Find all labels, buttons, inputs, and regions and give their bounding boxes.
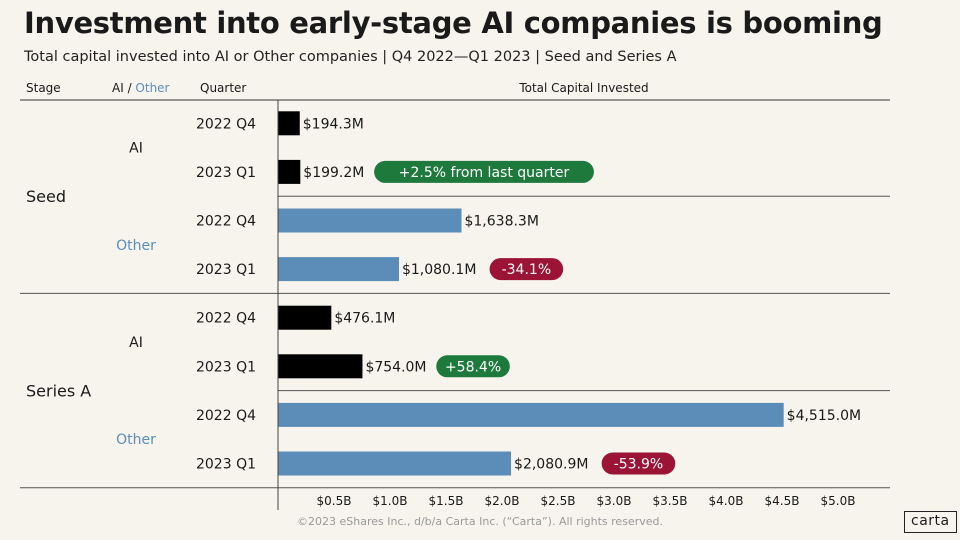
x-tick-label: $3.0B: [597, 494, 632, 508]
x-tick-label: $0.5B: [317, 494, 352, 508]
quarter-label: 2023 Q1: [196, 359, 256, 375]
header-ai-label: AI /: [112, 81, 135, 95]
x-tick-label: $1.0B: [373, 494, 408, 508]
x-tick-label: $3.5B: [653, 494, 688, 508]
header-total-capital: Total Capital Invested: [518, 81, 648, 95]
header-ai-other: AI / Other: [112, 81, 170, 95]
data-label: $1,080.1M: [402, 262, 476, 278]
x-tick-label: $5.0B: [821, 494, 856, 508]
change-label: -53.9%: [614, 457, 664, 473]
data-label: $2,080.9M: [514, 457, 588, 473]
quarter-label: 2023 Q1: [196, 165, 256, 181]
group-label: Other: [116, 432, 156, 448]
x-tick-label: $2.5B: [541, 494, 576, 508]
change-label: +2.5% from last quarter: [399, 165, 570, 181]
bar: [278, 208, 462, 233]
chart-title: Investment into early-stage AI companies…: [24, 6, 883, 40]
copyright-footer: ©2023 eShares Inc., d/b/a Carta Inc. (“C…: [297, 515, 663, 528]
quarter-label: 2022 Q4: [196, 116, 256, 132]
header-other-label: Other: [135, 81, 169, 95]
x-tick-label: $1.5B: [429, 494, 464, 508]
x-tick-label: $2.0B: [485, 494, 520, 508]
bar: [278, 159, 301, 184]
x-tick-label: $4.0B: [709, 494, 744, 508]
stage-label: Seed: [26, 187, 66, 206]
change-label: +58.4%: [445, 359, 501, 375]
change-pill: [436, 355, 510, 378]
quarter-label: 2022 Q4: [196, 214, 256, 230]
quarter-label: 2022 Q4: [196, 408, 256, 424]
bar: [278, 305, 332, 330]
bar: [278, 402, 784, 427]
carta-logo: carta: [904, 511, 957, 533]
bar: [278, 257, 399, 282]
data-label: $194.3M: [303, 116, 364, 132]
bar: [278, 354, 363, 379]
bar: [278, 111, 300, 136]
quarter-label: 2023 Q1: [196, 262, 256, 278]
group-label: AI: [129, 141, 143, 157]
data-label: $476.1M: [334, 311, 395, 327]
header-stage: Stage: [26, 81, 61, 95]
data-label: $199.2M: [303, 165, 364, 181]
bar: [278, 451, 512, 476]
x-tick-label: $4.5B: [765, 494, 800, 508]
data-label: $754.0M: [365, 359, 426, 375]
stage-label: Series A: [26, 382, 91, 401]
change-pill: [489, 258, 564, 281]
data-label: $1,638.3M: [464, 214, 538, 230]
quarter-label: 2023 Q1: [196, 457, 256, 473]
change-pill: [601, 452, 676, 475]
chart-subtitle: Total capital invested into AI or Other …: [24, 49, 677, 65]
group-label: Other: [116, 238, 156, 254]
quarter-label: 2022 Q4: [196, 311, 256, 327]
change-pill: [374, 160, 594, 183]
header-quarter: Quarter: [200, 81, 246, 95]
data-label: $4,515.0M: [787, 408, 861, 424]
group-label: AI: [129, 335, 143, 351]
change-label: -34.1%: [502, 262, 552, 278]
